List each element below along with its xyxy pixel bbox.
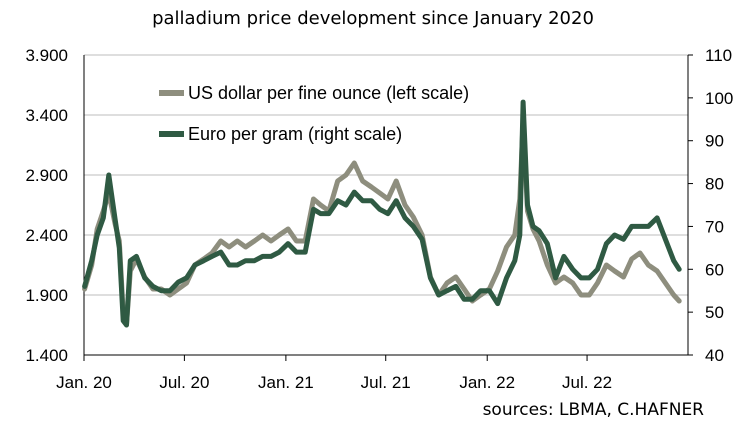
chart-source: sources: LBMA, C.HAFNER [482,400,704,420]
series [82,99,682,328]
left-tick-label: 3.900 [25,46,68,65]
legend: US dollar per fine ounce (left scale) Eur… [159,83,469,144]
right-tick-label: 70 [705,217,724,236]
legend-label: US dollar per fine ounce (left scale) [188,83,469,103]
legend-label: Euro per gram (right scale) [188,124,402,144]
left-tick-label: 2.900 [25,166,68,185]
x-tick-label: Jul. 22 [562,373,612,392]
x-tick-label: Jul. 21 [361,373,411,392]
right-tick-label: 100 [705,89,733,108]
right-tick-label: 90 [705,132,724,151]
x-tick-label: Jan. 21 [258,373,314,392]
x-tick-label: Jan. 20 [56,373,112,392]
x-tick-label: Jan. 22 [459,373,515,392]
right-tick-label: 50 [705,303,724,322]
right-tick-label: 40 [705,346,724,365]
right-tick-label: 80 [705,175,724,194]
left-tick-label: 1.400 [25,346,68,365]
left-tick-label: 1.900 [25,286,68,305]
left-tick-label: 2.400 [25,226,68,245]
chart-title: palladium price development since Januar… [152,8,594,29]
left-tick-label: 3.400 [25,106,68,125]
right-tick-label: 110 [705,46,732,65]
right-tick-label: 60 [705,260,724,279]
axes: 1.400 1.900 2.400 2.900 3.400 3.900 40 50 60 70 80… [25,46,733,392]
x-tick-label: Jul. 20 [159,373,209,392]
series-line-eur [82,99,682,328]
